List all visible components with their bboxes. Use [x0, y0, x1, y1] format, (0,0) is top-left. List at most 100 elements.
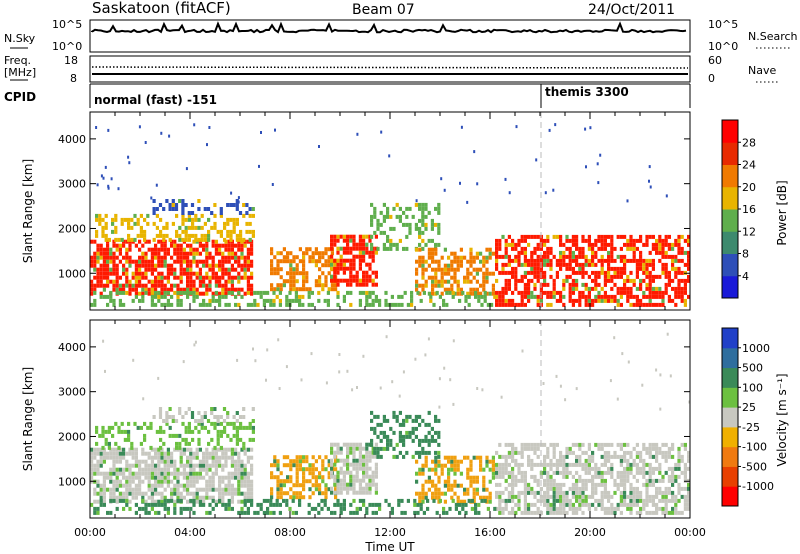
power-echo-cell — [410, 298, 414, 303]
power-echo-cell — [302, 255, 306, 260]
velocity-echo-cell — [517, 466, 521, 471]
power-echo-cell — [90, 255, 94, 260]
velocity-echo-cell — [216, 421, 220, 426]
power-echo-cell — [171, 199, 175, 203]
velocity-echo-cell — [127, 429, 131, 434]
velocity-echo-cell — [591, 458, 595, 463]
power-echo-cell — [131, 275, 135, 280]
velocity-echo-cell — [163, 459, 167, 464]
power-echo-cell — [479, 259, 483, 264]
velocity-echo-cell — [141, 495, 145, 500]
power-echo-cell — [591, 250, 595, 255]
velocity-echo-cell — [295, 483, 299, 488]
velocity-echo-cell — [504, 466, 508, 471]
power-echo-cell — [346, 290, 350, 295]
velocity-echo-cell — [227, 506, 231, 511]
velocity-echo-cell — [308, 479, 312, 484]
velocity-echo-cell — [655, 502, 659, 507]
power-colorbar-swatch — [722, 142, 738, 165]
velocity-echo-cell — [211, 471, 215, 476]
velocity-echo-cell — [203, 425, 207, 430]
velocity-echo-cell — [536, 498, 540, 503]
power-echo-cell — [642, 262, 646, 267]
power-echo-cell — [671, 258, 675, 263]
power-echo-cell — [365, 282, 369, 287]
power-echo-cell — [186, 287, 190, 292]
velocity-echo-cell — [527, 462, 531, 467]
velocity-echo-cell — [93, 487, 97, 492]
power-echo-cell — [603, 238, 607, 243]
power-echo-cell — [146, 221, 150, 226]
velocity-echo-cell — [250, 498, 254, 503]
velocity-echo-cell — [192, 495, 196, 500]
velocity-echo-cell — [216, 441, 220, 446]
velocity-echo-cell — [339, 470, 343, 475]
velocity-echo-cell — [639, 470, 643, 475]
velocity-echo-cell — [549, 478, 553, 483]
velocity-echo-cell — [208, 479, 212, 484]
power-echo-cell — [365, 302, 369, 307]
velocity-echo-cell — [565, 498, 569, 503]
power-echo-cell — [504, 278, 508, 283]
power-echo-cell — [109, 259, 113, 264]
power-echo-cell — [562, 242, 566, 247]
power-echo-cell — [352, 254, 356, 259]
power-echo-cell — [683, 298, 687, 303]
velocity-echo-cell — [187, 429, 191, 434]
power-echo-cell — [408, 222, 412, 227]
power-echo-cell — [240, 263, 244, 268]
velocity-echo-cell — [565, 510, 569, 515]
power-echo-cell — [648, 250, 652, 255]
velocity-echo-cell — [664, 486, 668, 491]
velocity-echo-cell — [501, 466, 505, 471]
velocity-echo-cell — [642, 502, 646, 507]
velocity-echo-cell — [674, 506, 678, 511]
power-echo-cell — [336, 234, 340, 239]
power-echo-cell — [102, 267, 106, 272]
power-echo-cell — [453, 259, 457, 264]
power-echo-cell — [578, 270, 582, 275]
power-echo-cell — [450, 259, 454, 264]
power-echo-cell — [234, 259, 238, 264]
velocity-echo-cell — [321, 463, 325, 468]
power-echo-speck — [648, 165, 651, 169]
velocity-echo-cell — [568, 502, 572, 507]
velocity-echo-cell — [619, 470, 623, 475]
power-echo-cell — [504, 298, 508, 303]
power-echo-cell — [392, 206, 396, 211]
power-echo-cell — [176, 298, 180, 303]
power-echo-cell — [122, 271, 126, 276]
power-echo-cell — [214, 251, 218, 256]
velocity-echo-cell — [687, 490, 691, 495]
velocity-echo-cell — [314, 459, 318, 464]
power-echo-cell — [610, 246, 614, 251]
velocity-echo-cell — [235, 425, 239, 430]
power-echo-cell — [214, 290, 218, 295]
velocity-echo-cell — [218, 459, 222, 464]
velocity-echo-cell — [466, 455, 470, 460]
velocity-echo-cell — [543, 502, 547, 507]
velocity-echo-cell — [373, 426, 377, 431]
power-echo-cell — [536, 246, 540, 251]
freq-panel: Freq. [MHz] 18 8 60 0 Nave — [4, 54, 778, 85]
velocity-echo-cell — [437, 442, 441, 447]
velocity-echo-cell — [671, 454, 675, 459]
velocity-echo-cell — [491, 467, 495, 472]
power-echo-cell — [141, 251, 145, 256]
velocity-echo-cell — [218, 455, 222, 460]
velocity-echo-cell — [186, 479, 190, 484]
velocity-echo-cell — [533, 450, 537, 455]
velocity-echo-cell — [266, 510, 270, 515]
velocity-echo-speck — [391, 380, 394, 384]
power-echo-cell — [336, 266, 340, 271]
power-echo-cell — [246, 263, 250, 268]
velocity-echo-cell — [230, 495, 234, 500]
velocity-echo-cell — [125, 479, 129, 484]
velocity-echo-cell — [674, 466, 678, 471]
power-echo-cell — [533, 266, 537, 271]
velocity-echo-cell — [355, 458, 359, 463]
velocity-echo-cell — [421, 463, 425, 468]
velocity-echo-cell — [173, 510, 177, 515]
power-echo-cell — [227, 302, 231, 307]
power-echo-cell — [275, 294, 279, 299]
